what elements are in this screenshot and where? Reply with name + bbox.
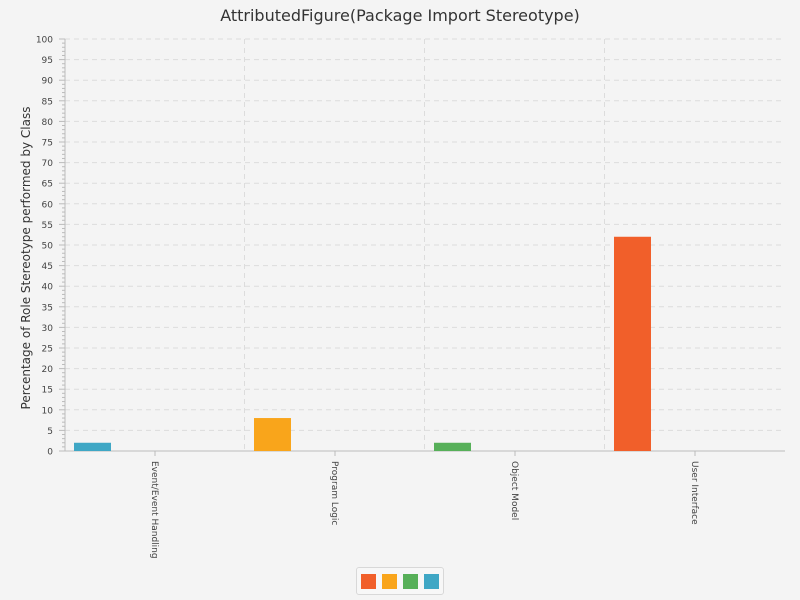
y-tick-label: 100 (36, 36, 53, 46)
y-tick-label: 30 (42, 324, 54, 334)
y-tick-label: 0 (47, 448, 53, 458)
y-tick-label: 15 (42, 386, 53, 396)
bar (614, 236, 651, 451)
y-tick-label: 25 (42, 345, 53, 355)
x-tick-label: User Interface (689, 461, 699, 525)
y-tick-label: 90 (42, 77, 54, 87)
bar (434, 442, 471, 451)
x-tick-label: Event/Event Handling (149, 461, 159, 559)
y-tick-label: 80 (42, 118, 54, 128)
y-tick-label: 40 (42, 283, 54, 293)
y-tick-label: 55 (42, 221, 53, 231)
y-tick-label: 75 (42, 139, 53, 149)
y-tick-label: 65 (42, 180, 53, 190)
y-tick-label: 85 (42, 97, 53, 107)
y-tick-label: 20 (42, 365, 54, 375)
y-tick-label: 60 (42, 200, 54, 210)
x-tick-label: Program Logic (329, 461, 339, 525)
y-tick-label: 50 (42, 242, 54, 252)
y-tick-label: 10 (42, 406, 54, 416)
bar (74, 442, 111, 451)
y-tick-label: 5 (47, 427, 53, 437)
chart-title: AttributedFigure(Package Import Stereoty… (220, 6, 580, 25)
y-tick-label: 70 (42, 159, 54, 169)
legend-swatch (403, 573, 418, 589)
y-tick-label: 95 (42, 56, 53, 66)
legend-swatch (361, 573, 376, 589)
bar (254, 418, 291, 451)
y-tick-label: 35 (42, 303, 53, 313)
x-tick-label: Object Model (509, 461, 519, 520)
y-tick-label: 45 (42, 262, 53, 272)
legend-swatch (424, 573, 439, 589)
legend (356, 567, 444, 595)
legend-swatch (382, 573, 397, 589)
